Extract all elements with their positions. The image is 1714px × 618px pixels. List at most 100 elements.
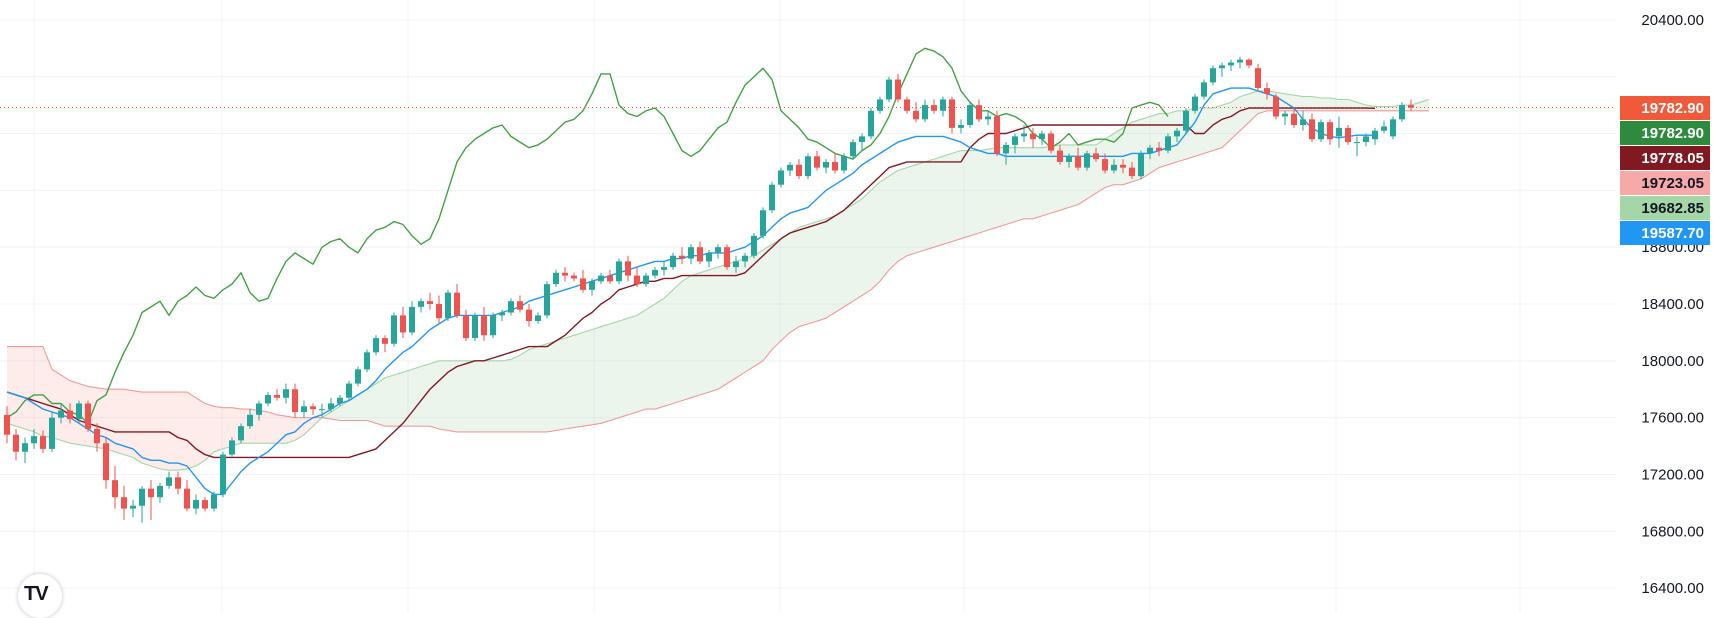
- candle[interactable]: [346, 380, 352, 401]
- candle[interactable]: [985, 110, 991, 126]
- candle[interactable]: [22, 437, 28, 464]
- candle[interactable]: [1120, 159, 1126, 174]
- candle[interactable]: [220, 451, 226, 498]
- candle[interactable]: [427, 292, 433, 310]
- candle[interactable]: [1246, 58, 1252, 69]
- candle[interactable]: [256, 400, 262, 421]
- candle[interactable]: [409, 301, 415, 336]
- candle[interactable]: [751, 232, 757, 259]
- candle[interactable]: [886, 76, 892, 103]
- candle[interactable]: [1003, 142, 1009, 165]
- candle[interactable]: [445, 289, 451, 322]
- candle[interactable]: [184, 480, 190, 512]
- candle[interactable]: [1336, 116, 1342, 148]
- candle[interactable]: [292, 383, 298, 418]
- candle[interactable]: [310, 403, 316, 415]
- candle[interactable]: [265, 392, 271, 407]
- candle[interactable]: [1156, 142, 1162, 157]
- candle[interactable]: [1318, 119, 1324, 143]
- candle[interactable]: [67, 403, 73, 424]
- candle[interactable]: [490, 312, 496, 339]
- candle[interactable]: [202, 497, 208, 512]
- candle[interactable]: [1363, 133, 1369, 147]
- candle[interactable]: [976, 99, 982, 123]
- candle[interactable]: [472, 312, 478, 341]
- candle[interactable]: [1408, 99, 1414, 111]
- candle[interactable]: [940, 96, 946, 117]
- candle[interactable]: [1219, 62, 1225, 77]
- candle[interactable]: [301, 400, 307, 418]
- candle[interactable]: [535, 312, 541, 324]
- candle[interactable]: [1228, 59, 1234, 72]
- candle[interactable]: [589, 278, 595, 296]
- candle[interactable]: [841, 153, 847, 174]
- candle[interactable]: [103, 437, 109, 489]
- candlesticks[interactable]: [4, 56, 1414, 523]
- candle[interactable]: [1309, 113, 1315, 143]
- candle[interactable]: [742, 252, 748, 268]
- candle[interactable]: [679, 247, 685, 265]
- candle[interactable]: [1201, 79, 1207, 100]
- candle[interactable]: [58, 403, 64, 424]
- candle[interactable]: [139, 485, 145, 523]
- candle[interactable]: [526, 304, 532, 327]
- candle[interactable]: [418, 298, 424, 313]
- candle[interactable]: [31, 429, 37, 449]
- candle[interactable]: [1399, 102, 1405, 123]
- candle[interactable]: [364, 349, 370, 373]
- candle[interactable]: [571, 272, 577, 282]
- candle[interactable]: [688, 244, 694, 265]
- candle[interactable]: [733, 255, 739, 273]
- candle[interactable]: [1129, 161, 1135, 179]
- candle[interactable]: [400, 306, 406, 339]
- candle[interactable]: [1048, 130, 1054, 154]
- candle[interactable]: [1066, 153, 1072, 168]
- tradingview-logo[interactable]: TV: [18, 574, 62, 618]
- candle[interactable]: [148, 480, 154, 520]
- candle[interactable]: [247, 409, 253, 430]
- candle[interactable]: [463, 309, 469, 341]
- candle[interactable]: [229, 437, 235, 458]
- candle[interactable]: [652, 267, 658, 279]
- candle[interactable]: [1165, 133, 1171, 154]
- candle[interactable]: [922, 99, 928, 123]
- candle[interactable]: [814, 150, 820, 171]
- candle[interactable]: [355, 366, 361, 387]
- candle[interactable]: [382, 335, 388, 353]
- candle[interactable]: [1273, 93, 1279, 120]
- candle[interactable]: [283, 383, 289, 404]
- candle[interactable]: [661, 261, 667, 276]
- candle[interactable]: [1237, 56, 1243, 69]
- candle[interactable]: [274, 389, 280, 401]
- candle[interactable]: [1390, 116, 1396, 140]
- candle[interactable]: [607, 269, 613, 285]
- candle[interactable]: [130, 500, 136, 518]
- candle[interactable]: [166, 471, 172, 489]
- candle[interactable]: [1291, 107, 1297, 128]
- candle[interactable]: [958, 119, 964, 134]
- candle[interactable]: [1255, 63, 1261, 91]
- candle[interactable]: [1174, 127, 1180, 143]
- candle[interactable]: [643, 272, 649, 287]
- candle[interactable]: [823, 159, 829, 174]
- candle[interactable]: [634, 267, 640, 287]
- candle[interactable]: [769, 181, 775, 214]
- candle[interactable]: [1030, 127, 1036, 148]
- candle[interactable]: [1039, 130, 1045, 145]
- candle[interactable]: [1381, 120, 1387, 134]
- candle[interactable]: [1192, 93, 1198, 114]
- candle[interactable]: [868, 107, 874, 140]
- candle[interactable]: [1327, 119, 1333, 145]
- candle[interactable]: [328, 397, 334, 412]
- candle[interactable]: [175, 471, 181, 495]
- candle[interactable]: [76, 400, 82, 424]
- candle[interactable]: [994, 110, 1000, 157]
- candle[interactable]: [877, 96, 883, 114]
- candle[interactable]: [625, 255, 631, 282]
- candle[interactable]: [895, 73, 901, 103]
- candle[interactable]: [544, 281, 550, 319]
- candle[interactable]: [778, 167, 784, 188]
- candle[interactable]: [238, 423, 244, 444]
- candle[interactable]: [1372, 127, 1378, 145]
